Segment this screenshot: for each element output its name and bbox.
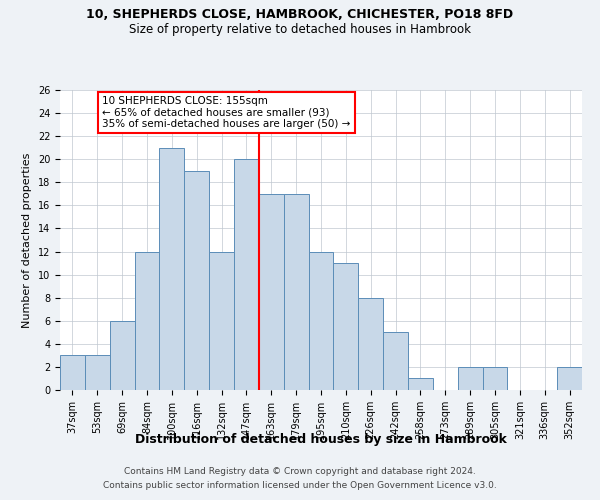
Bar <box>482 367 508 390</box>
Text: Size of property relative to detached houses in Hambrook: Size of property relative to detached ho… <box>129 22 471 36</box>
Bar <box>383 332 408 390</box>
Bar <box>184 171 209 390</box>
Text: Contains HM Land Registry data © Crown copyright and database right 2024.: Contains HM Land Registry data © Crown c… <box>124 467 476 476</box>
Bar <box>60 356 85 390</box>
Bar <box>134 252 160 390</box>
Bar <box>110 321 134 390</box>
Bar <box>358 298 383 390</box>
Y-axis label: Number of detached properties: Number of detached properties <box>22 152 32 328</box>
Bar <box>259 194 284 390</box>
Bar <box>284 194 308 390</box>
Bar <box>85 356 110 390</box>
Text: Contains public sector information licensed under the Open Government Licence v3: Contains public sector information licen… <box>103 481 497 490</box>
Bar <box>160 148 184 390</box>
Bar <box>334 263 358 390</box>
Text: Distribution of detached houses by size in Hambrook: Distribution of detached houses by size … <box>135 432 507 446</box>
Text: 10 SHEPHERDS CLOSE: 155sqm
← 65% of detached houses are smaller (93)
35% of semi: 10 SHEPHERDS CLOSE: 155sqm ← 65% of deta… <box>102 96 350 129</box>
Text: 10, SHEPHERDS CLOSE, HAMBROOK, CHICHESTER, PO18 8FD: 10, SHEPHERDS CLOSE, HAMBROOK, CHICHESTE… <box>86 8 514 20</box>
Bar <box>458 367 482 390</box>
Bar <box>308 252 334 390</box>
Bar <box>408 378 433 390</box>
Bar <box>209 252 234 390</box>
Bar <box>234 159 259 390</box>
Bar <box>557 367 582 390</box>
